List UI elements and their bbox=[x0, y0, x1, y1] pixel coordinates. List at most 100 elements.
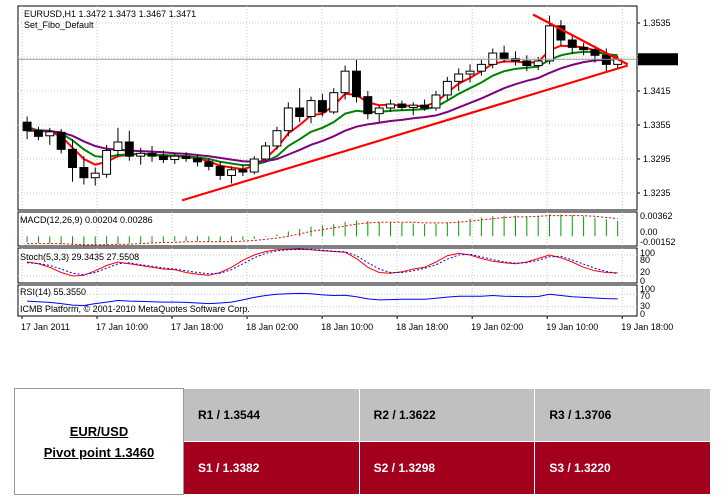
r1-cell: R1 / 1.3544 bbox=[183, 388, 360, 442]
candle-body bbox=[238, 169, 248, 173]
y-tick-label: 1.3415 bbox=[643, 86, 671, 96]
candle-body bbox=[601, 54, 611, 65]
x-tick-label: 18 Jan 18:00 bbox=[396, 322, 448, 332]
macd-tick-label: 0.00362 bbox=[640, 211, 673, 221]
pane-frame-2 bbox=[17, 247, 638, 284]
x-tick-label: 17 Jan 18:00 bbox=[171, 322, 223, 332]
current-price-box bbox=[638, 53, 678, 66]
candle-body bbox=[170, 155, 180, 161]
candle-body bbox=[431, 94, 441, 109]
candle-body bbox=[147, 152, 157, 157]
macd-tick-label: -0.00152 bbox=[640, 237, 676, 247]
pane-frame-0 bbox=[17, 5, 638, 211]
rsi-tick-label: 100 bbox=[640, 284, 655, 294]
forex-chart-panel: 1.35351.34751.34151.33551.32951.32351.34… bbox=[17, 5, 678, 332]
candle-body bbox=[317, 100, 327, 113]
candle-body bbox=[545, 25, 555, 62]
candle-body bbox=[408, 104, 418, 108]
pair-label: EUR/USD bbox=[69, 423, 129, 439]
support-row: S1 / 1.3382 S2 / 1.3298 S3 / 1.3220 bbox=[15, 441, 711, 495]
main-subtitle: Set_Fibo_Default bbox=[24, 20, 94, 30]
main-title: EURUSD,H1 1.3472 1.3473 1.3467 1.3471 bbox=[24, 9, 196, 19]
rsi-title: RSI(14) 55.3550 bbox=[20, 287, 86, 297]
y-tick-label: 1.3295 bbox=[643, 154, 671, 164]
y-tick-label: 1.3535 bbox=[643, 18, 671, 28]
candle-body bbox=[79, 167, 89, 179]
x-tick-label: 18 Jan 10:00 bbox=[321, 322, 373, 332]
r3-cell: R3 / 1.3706 bbox=[534, 388, 711, 442]
candle-body bbox=[181, 155, 191, 159]
candle-body bbox=[340, 70, 350, 94]
candle-body bbox=[510, 58, 520, 62]
candle-body bbox=[567, 39, 577, 48]
candle-body bbox=[227, 169, 237, 176]
s1-cell: S1 / 1.3382 bbox=[183, 441, 360, 495]
rsi-tick-label: 0 bbox=[640, 309, 645, 319]
stoch-title: Stoch(5,3,3) 29.3435 27.5508 bbox=[20, 252, 139, 262]
s3-cell: S3 / 1.3220 bbox=[534, 441, 711, 495]
candle-body bbox=[454, 73, 464, 82]
r2-cell: R2 / 1.3622 bbox=[358, 388, 536, 442]
candle-body bbox=[386, 103, 396, 109]
x-tick-label: 19 Jan 02:00 bbox=[471, 322, 523, 332]
candle-body bbox=[465, 70, 475, 75]
platform-footer: ICMB Platform, © 2001-2010 MetaQuotes So… bbox=[20, 304, 250, 314]
macd-tick-label: 0.00 bbox=[640, 227, 658, 237]
stoch-tick-label: 80 bbox=[640, 255, 650, 265]
stoch-tick-label: 0 bbox=[640, 276, 645, 286]
stoch-tick-label: 20 bbox=[640, 267, 650, 277]
rsi-line-0 bbox=[27, 292, 618, 307]
candle-body bbox=[533, 60, 543, 67]
x-tick-label: 17 Jan 2011 bbox=[21, 322, 70, 332]
candle-body bbox=[158, 155, 168, 161]
rsi-tick-label: 30 bbox=[640, 301, 650, 311]
candle-body bbox=[204, 161, 214, 167]
trendline-1 bbox=[532, 13, 629, 66]
candle-body bbox=[363, 96, 373, 115]
candle-body bbox=[102, 150, 112, 175]
candle-body bbox=[522, 60, 532, 67]
x-tick-label: 17 Jan 10:00 bbox=[96, 322, 148, 332]
pair-cell: EUR/USD Pivot point 1.3460 bbox=[14, 388, 184, 495]
candle-body bbox=[283, 107, 293, 132]
y-tick-label: 1.3355 bbox=[643, 120, 671, 130]
candle-body bbox=[261, 145, 271, 160]
x-tick-label: 19 Jan 18:00 bbox=[621, 322, 673, 332]
candle-body bbox=[33, 130, 43, 137]
candle-body bbox=[215, 165, 225, 176]
current-price-label: 1.3471 bbox=[642, 55, 670, 65]
candle-body bbox=[442, 80, 452, 96]
rsi-tick-label: 70 bbox=[640, 291, 650, 301]
y-tick-label: 1.3235 bbox=[643, 188, 671, 198]
candle-body bbox=[56, 131, 66, 150]
candle-body bbox=[45, 131, 55, 137]
pivot-point-label: Pivot point 1.3460 bbox=[43, 444, 155, 460]
candle-body bbox=[136, 152, 146, 157]
candle-body bbox=[488, 52, 498, 65]
candle-body bbox=[590, 49, 600, 56]
candle-body bbox=[556, 25, 566, 41]
x-tick-label: 19 Jan 10:00 bbox=[546, 322, 598, 332]
stoch-tick-label: 100 bbox=[640, 248, 655, 258]
stoch-line-1 bbox=[27, 248, 618, 276]
candle-body bbox=[476, 63, 486, 72]
candle-body bbox=[329, 92, 339, 113]
candle-body bbox=[124, 141, 134, 157]
chart-svg: 1.35351.34751.34151.33551.32951.32351.34… bbox=[17, 5, 678, 332]
trendline-0 bbox=[181, 64, 629, 202]
candle-body bbox=[295, 107, 305, 117]
pivot-table: EUR/USD Pivot point 1.3460 R1 / 1.3544 R… bbox=[14, 388, 711, 495]
candle-body bbox=[192, 157, 202, 163]
resistance-row: EUR/USD Pivot point 1.3460 R1 / 1.3544 R… bbox=[14, 388, 711, 495]
candle-body bbox=[272, 130, 282, 147]
candle-body bbox=[249, 158, 259, 173]
candle-body bbox=[579, 46, 589, 51]
candle-body bbox=[374, 107, 384, 115]
x-tick-label: 18 Jan 02:00 bbox=[246, 322, 298, 332]
candle-body bbox=[22, 121, 32, 132]
candle-body bbox=[351, 70, 361, 98]
candle-body bbox=[68, 148, 77, 169]
macd-title: MACD(12,26,9) 0.00204 0.00286 bbox=[20, 215, 153, 225]
candle-body bbox=[90, 172, 100, 179]
candle-body bbox=[113, 141, 123, 151]
